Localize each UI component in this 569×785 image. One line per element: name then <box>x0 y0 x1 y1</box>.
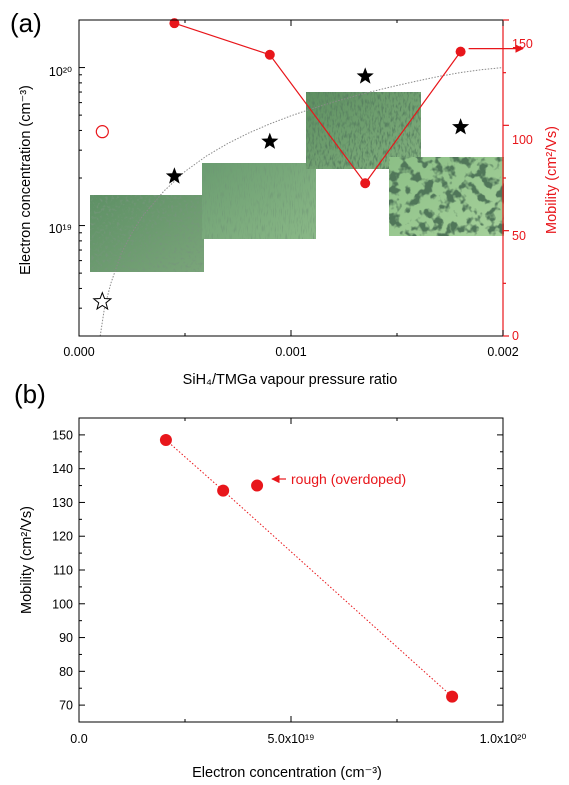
panel-b-rough-point <box>251 479 264 492</box>
panel-b-frame <box>78 417 504 723</box>
panel-a-y-ticklabel: 10²⁰ <box>49 65 72 79</box>
panel-a-axes: 0.000 0.001 0.002 10¹⁹ 10²⁰ 0 50 100 150… <box>18 19 560 388</box>
panel-b-x-ticklabels: 0.0 5.0x10¹⁹ 1.0x10²⁰ <box>70 732 526 746</box>
panel-b-point <box>446 690 459 703</box>
panel-a-xlabel: SiH₄/TMGa vapour pressure ratio <box>183 372 398 388</box>
panel-a-x-ticklabel: 0.000 <box>63 345 94 359</box>
panel-a-y2label: Mobility (cm²/Vs) <box>544 126 560 234</box>
panel-b-y-ticklabel: 100 <box>52 597 73 611</box>
panel-b-x-ticklabel: 1.0x10²⁰ <box>480 732 527 746</box>
panel-a: (a) 0.000 <box>10 8 560 388</box>
panel-b-plot <box>159 433 459 703</box>
panel-b-xlabel: Electron concentration (cm⁻³) <box>192 765 382 781</box>
panel-a-x-ticklabel: 0.002 <box>487 345 518 359</box>
panel-a-concentration-star <box>165 167 183 184</box>
panel-a-y2-ticklabel: 50 <box>512 229 526 243</box>
panel-b-y-ticklabel: 120 <box>52 530 73 544</box>
panel-a-mobility-point <box>455 46 466 57</box>
panel-b-point <box>217 484 230 497</box>
panel-b-ticks <box>78 417 504 723</box>
panel-a-insets <box>90 92 504 272</box>
panel-b-trend-line <box>165 439 453 698</box>
panel-a-concentration-open-star <box>92 291 113 311</box>
panel-b-y-ticklabel: 110 <box>53 564 73 578</box>
panel-a-y2-ticklabels: 0 50 100 150 <box>512 37 533 343</box>
panel-b-y-ticklabel: 140 <box>52 462 73 476</box>
panel-b-y-ticklabel: 70 <box>59 699 73 713</box>
panel-b-annotation: rough (overdoped) <box>291 471 406 487</box>
panel-b-point <box>159 433 172 446</box>
panel-b: (b) 0.0 5.0x10¹⁹ 1.0x10²⁰ 70 80 90 100 110 12… <box>14 379 526 781</box>
panel-a-y2-ticklabel: 150 <box>512 37 533 51</box>
panel-a-mobility-open-point <box>95 125 109 139</box>
panel-b-y-ticklabel: 130 <box>52 496 73 510</box>
panel-b-x-ticklabel: 5.0x10¹⁹ <box>267 732 314 746</box>
panel-b-ylabel: Mobility (cm²/Vs) <box>19 506 35 614</box>
panel-a-mobility-point <box>360 178 371 189</box>
panel-a-y2-ticklabel: 0 <box>512 329 519 343</box>
panel-a-concentration-star <box>261 132 279 149</box>
panel-a-plot <box>92 18 524 337</box>
panel-a-ticks <box>78 19 509 337</box>
panel-a-x-ticklabels: 0.000 0.001 0.002 <box>63 345 518 359</box>
panel-a-mobility-line <box>174 22 462 185</box>
panel-a-y2-ticklabel: 100 <box>512 133 533 147</box>
panel-a-y-ticklabel: 10¹⁹ <box>49 222 72 236</box>
panel-a-y-ticklabels: 10¹⁹ 10²⁰ <box>49 65 72 236</box>
micrograph-2 <box>202 163 316 239</box>
panel-a-concentration-star <box>452 118 470 135</box>
panel-b-y-ticklabel: 90 <box>59 631 73 645</box>
panel-b-y-ticklabel: 80 <box>59 665 73 679</box>
panel-b-label: (b) <box>14 379 46 409</box>
micrograph-4 <box>389 157 504 236</box>
panel-a-label: (a) <box>10 8 42 38</box>
panel-b-y-ticklabel: 150 <box>52 428 73 442</box>
micrograph-1 <box>90 195 204 272</box>
panel-a-ylabel: Electron concentration (cm⁻³) <box>18 85 34 275</box>
panel-a-x-ticklabel: 0.001 <box>275 345 306 359</box>
panel-a-mobility-point <box>264 49 275 60</box>
panel-b-y-ticklabels: 70 80 90 100 110 120 130 140 150 <box>52 428 73 712</box>
panel-a-mobility-point <box>169 18 180 29</box>
panel-b-x-ticklabel: 0.0 <box>70 732 87 746</box>
panel-a-concentration-star <box>356 67 374 84</box>
